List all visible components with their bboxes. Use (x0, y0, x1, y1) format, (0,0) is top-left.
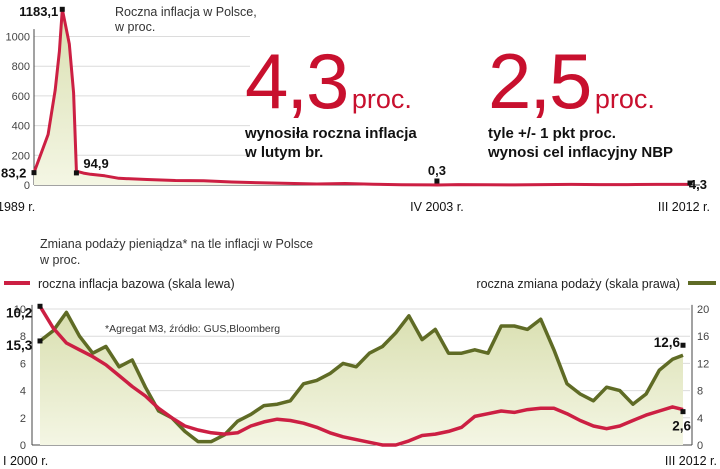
c2-y-right-tick-label: 8 (697, 386, 703, 398)
stat-target-value: 2,5 (488, 37, 592, 125)
c2-money-line (38, 310, 684, 444)
c2-marker-inflation-start (37, 303, 43, 309)
c2-annotation-inflation-start: 10,2 (6, 305, 32, 320)
c2-y-right-tick-label: 20 (697, 304, 709, 316)
c2-y-right-tick-label: 0 (697, 440, 703, 452)
c2-annotation-inflation-end: 2,6 (672, 419, 691, 434)
c2-y-left-tick-label: 10 (14, 304, 26, 316)
c1-marker-1990 (73, 170, 79, 176)
stat-inflation-value: 4,3 (245, 37, 349, 125)
c2-marker-money-start (37, 338, 43, 344)
c2-y-left-tick-label: 4 (20, 386, 26, 398)
stat-target-unit: proc. (594, 84, 655, 114)
c2-title: Zmiana podaży pieniądza* na tle inflacji… (40, 237, 313, 251)
c1-annotation-2012: 4,3 (689, 177, 707, 192)
c2-y-left-tick-label: 2 (20, 413, 26, 425)
c2-x-label-end: III 2012 r. (665, 454, 717, 468)
stat-target: 2,5 proc. tyle +/- 1 pkt proc. wynosi ce… (488, 42, 713, 162)
c2-y-left-tick-label: 0 (20, 440, 26, 452)
c2-annotation-money-start: 15,3 (6, 338, 33, 353)
c2-marker-inflation-end (680, 409, 686, 415)
c1-annotation-1990: 94,9 (83, 156, 108, 171)
stat-inflation: 4,3 proc. wynosiła roczna inflacja w lut… (245, 42, 465, 162)
c2-legend-label-inflation: roczna inflacja bazowa (skala lewa) (38, 277, 235, 291)
c1-marker-peak (59, 6, 65, 12)
stat-inflation-unit: proc. (351, 84, 412, 114)
c2-y-left-tick-label: 6 (20, 358, 26, 370)
c1-annotation-peak: 1183,1 (19, 4, 58, 19)
c1-x-label-1989: 1989 r. (0, 200, 35, 214)
c1-y-tick-label: 0 (24, 180, 30, 192)
c2-subtitle: w proc. (39, 253, 80, 267)
c2-y-right-tick-label: 16 (697, 331, 709, 343)
c2-y-left-tick-label: 8 (20, 331, 26, 343)
c2-x-label-start: I 2000 r. (3, 454, 48, 468)
c1-x-label-2003: IV 2003 r. (410, 200, 464, 214)
c1-y-tick-label: 400 (12, 121, 30, 133)
c2-marker-money-end (680, 342, 686, 348)
c2-source-note: *Agregat M3, źródło: GUS,Bloomberg (105, 323, 280, 335)
c1-marker-start (31, 170, 37, 176)
c1-marker-2012 (687, 180, 693, 186)
stat-target-description: tyle +/- 1 pkt proc. wynosi cel inflacyj… (488, 125, 674, 161)
c2-inflation-line (38, 305, 684, 447)
c2-y-right-tick-label: 4 (697, 413, 703, 425)
c2-legend-label-money: roczna zmiana podaży (skala prawa) (476, 277, 680, 291)
c1-y-tick-label: 800 (12, 61, 30, 73)
c2-annotation-money-end: 12,6 (654, 335, 681, 350)
c1-y-tick-label: 600 (12, 91, 30, 103)
c2-y-right-tick-label: 12 (697, 358, 709, 370)
c1-x-label-2012: III 2012 r. (658, 200, 710, 214)
c1-subtitle: w proc. (114, 20, 155, 34)
c1-y-tick-label: 200 (12, 150, 30, 162)
c1-y-tick-label: 1000 (6, 32, 30, 44)
stat-inflation-description: wynosiła roczna inflacja w lutym br. (245, 125, 417, 161)
c1-marker-2003 (434, 178, 440, 184)
c1-title: Roczna inflacja w Polsce, (115, 5, 257, 19)
c1-annotation-start: 83,2 (1, 166, 26, 181)
c1-inflation-line (32, 7, 690, 187)
c1-annotation-2003: 0,3 (428, 163, 446, 178)
